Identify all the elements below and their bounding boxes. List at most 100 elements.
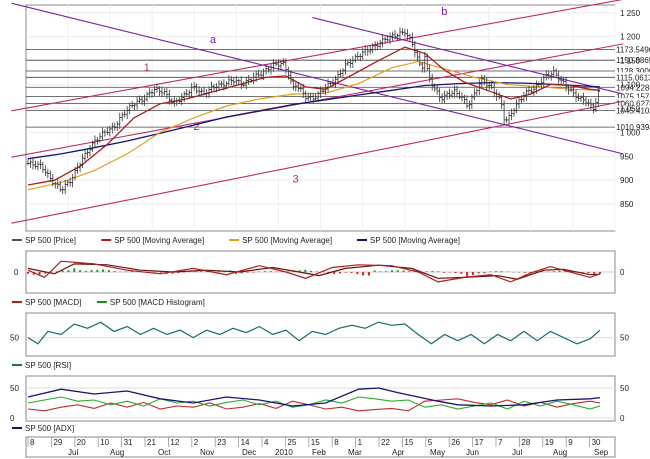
macd-histogram-bar	[581, 272, 584, 273]
level-label-bg	[615, 98, 650, 108]
macd-histogram-bar	[38, 272, 41, 275]
trend-label-b: b	[441, 6, 447, 18]
x-axis-strip	[25, 436, 616, 458]
macd-histogram-bar	[275, 271, 278, 273]
x-day-label: 4	[264, 438, 269, 447]
level-label: 1075.1576	[616, 92, 650, 101]
macd-histogram-bar	[258, 271, 261, 273]
macd-histogram-bar	[483, 272, 486, 274]
macd-histogram-bar	[373, 270, 376, 273]
x-month-label: Jul	[68, 448, 78, 457]
horizontal-levels: 1173.5496 1150.8869 1128.30091115.06131094…	[26, 44, 650, 132]
x-day-label: 9	[568, 438, 573, 447]
macd-histogram-bar	[61, 270, 64, 273]
rsi-tick-label: 50	[620, 334, 629, 343]
x-month-label: Nov	[200, 448, 214, 457]
macd-histogram-bar	[350, 272, 353, 273]
x-month-label: Mar	[348, 448, 362, 457]
level-label: 1094.2286	[616, 83, 650, 92]
macd-histogram-bar	[466, 272, 469, 277]
macd-histogram-bar	[471, 272, 474, 276]
level-label-bg	[615, 65, 650, 75]
rsi-panel	[25, 312, 616, 357]
macd-histogram-bar	[408, 271, 411, 273]
trend-line-1	[11, 0, 623, 112]
macd-histogram-bar	[298, 270, 301, 273]
x-month-label: Feb	[312, 448, 326, 457]
x-month-label: Sep	[594, 448, 609, 457]
price-y-axis: 850 900 950 1 000 1 050 1 100 1 150 1 200 1 250	[620, 9, 641, 209]
macd-histogram-bar	[171, 272, 174, 274]
price-tick-label: 1 000	[620, 128, 641, 137]
level-label-bg	[615, 82, 650, 92]
x-day-label: 22	[381, 438, 390, 447]
macd-histogram-bar	[593, 272, 596, 274]
macd-histogram-bar	[206, 271, 209, 273]
macd-histogram-bar	[102, 269, 105, 273]
macd-histogram-bar	[263, 271, 266, 273]
macd-histogram-bar	[269, 271, 272, 273]
x-month-label: Jul	[512, 448, 522, 457]
macd-histogram-bar	[489, 271, 492, 273]
x-day-label: 26	[451, 438, 460, 447]
price-tick-label: 850	[620, 200, 634, 209]
macd-histogram-bar	[500, 271, 503, 273]
macd-histogram-bar	[252, 272, 255, 273]
level-label: 1115.0613	[616, 73, 650, 82]
x-day-label: 20	[77, 438, 86, 447]
macd-histogram-bar	[425, 271, 428, 273]
x-day-label: 23	[217, 438, 226, 447]
legend-label-0: SP 500 [MACD]	[25, 298, 81, 307]
macd-histogram-bar	[552, 271, 555, 273]
macd-histogram-bar	[477, 272, 480, 274]
level-label-bg	[615, 44, 650, 54]
x-day-label: 25	[287, 438, 296, 447]
x-day-label: 12	[170, 438, 179, 447]
macd-histogram-bar	[431, 271, 434, 273]
level-label-bg	[615, 55, 650, 65]
macd-histogram-bar	[113, 271, 116, 273]
trend-label-3: 3	[293, 174, 299, 186]
x-day-label: 21	[147, 438, 156, 447]
macd-histogram-bar	[246, 272, 249, 273]
level-label-bg	[615, 105, 650, 115]
macd-histogram-bar	[541, 271, 544, 273]
level-label: 1150.8869	[616, 56, 650, 65]
legend-label-1: SP 500 [Moving Average]	[114, 236, 204, 245]
x-day-label: 31	[124, 438, 133, 447]
price-series	[26, 27, 600, 195]
price-tick-label: 1 250	[620, 9, 641, 18]
macd-histogram-bar	[356, 272, 359, 275]
price-legend: SP 500 [Price] SP 500 [Moving Average] SP …	[12, 236, 460, 245]
adx-plus-di-line	[27, 396, 601, 410]
macd-histogram-bar	[310, 270, 313, 273]
level-label-bg	[615, 122, 650, 132]
price-tick-label: 1 050	[620, 104, 641, 113]
macd-tick-label: 0	[620, 268, 625, 277]
macd-histogram-bar	[44, 272, 47, 274]
macd-histogram-bar	[235, 272, 237, 274]
ma-short-line	[27, 46, 601, 186]
legend-label-3: SP 500 [Moving Average]	[370, 236, 460, 245]
macd-series: 00	[14, 260, 625, 283]
trend-label-2: 2	[193, 121, 199, 133]
level-label: 1128.3009	[616, 67, 650, 76]
x-month-label: Jun	[466, 448, 479, 457]
macd-histogram-bar	[107, 270, 110, 273]
macd-histogram-bar	[339, 272, 341, 274]
x-month-label: Apr	[392, 448, 405, 457]
trend-line-b	[312, 17, 624, 95]
legend-label-2: SP 500 [Moving Average]	[242, 236, 332, 245]
macd-histogram-bar	[367, 272, 370, 276]
adx-line	[27, 387, 601, 407]
price-tick-label: 950	[620, 152, 634, 161]
macd-histogram-bar	[304, 269, 307, 273]
level-label: 1173.5496	[616, 45, 650, 54]
trend-label-a: a	[210, 34, 217, 46]
x-month-label: Aug	[110, 448, 124, 457]
macd-histogram-bar	[125, 271, 128, 273]
adx-series: 0 0 50 50	[10, 384, 629, 423]
x-day-label: 19	[545, 438, 554, 447]
legend-label-0: SP 500 [RSI]	[25, 361, 71, 370]
